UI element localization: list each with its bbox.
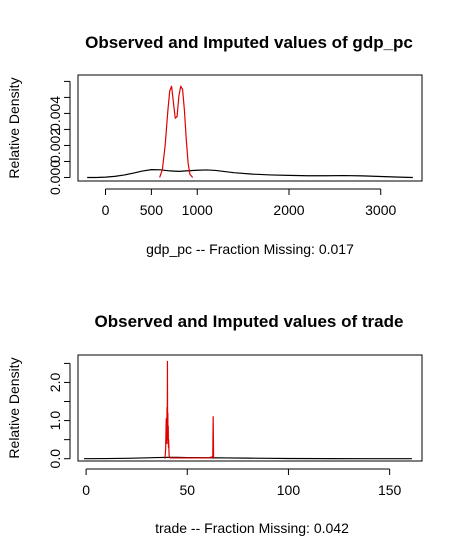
x-axis-label-gdp-pc: gdp_pc -- Fraction Missing: 0.017: [146, 241, 354, 257]
x-tick-label-gdp-pc: 1000: [182, 202, 213, 218]
x-tick-label-trade: 50: [179, 482, 195, 498]
axes-trade: 0 50 100 150 0.0 1.0 2.0: [47, 362, 402, 498]
x-axis-label-trade: trade -- Fraction Missing: 0.042: [155, 520, 349, 536]
plot-frame-gdp-pc: [77, 74, 423, 182]
x-tick-label-gdp-pc: 2000: [273, 202, 304, 218]
x-tick-label-gdp-pc: 3000: [365, 202, 396, 218]
y-tick-label-gdp-pc: 0.002: [47, 128, 63, 163]
y-tick-label-trade: 2.0: [47, 373, 63, 393]
imputed-density-line-gdp-pc: [159, 85, 194, 178]
y-tick-label-gdp-pc: 0.004: [47, 96, 63, 131]
observed-density-line-gdp-pc: [87, 169, 413, 179]
series-gdp-pc: [87, 85, 413, 179]
chart-title-trade: Observed and Imputed values of trade: [95, 312, 404, 331]
panel-trade: Observed and Imputed values of trade Rel…: [6, 312, 423, 536]
y-tick-label-trade: 1.0: [47, 411, 63, 431]
x-tick-label-gdp-pc: 500: [140, 202, 164, 218]
x-tick-label-trade: 100: [277, 482, 301, 498]
chart-title-gdp-pc: Observed and Imputed values of gdp_pc: [85, 33, 413, 52]
y-axis-label-trade: Relative Density: [6, 357, 22, 458]
panel-gdp-pc: Observed and Imputed values of gdp_pc Re…: [6, 33, 423, 257]
x-tick-label-trade: 150: [378, 482, 402, 498]
x-tick-label-gdp-pc: 0: [102, 202, 110, 218]
y-tick-label-gdp-pc: 0.000: [47, 160, 63, 195]
y-axis-label-gdp-pc: Relative Density: [6, 77, 22, 178]
series-trade: [84, 360, 412, 460]
plot-frame-trade: [77, 354, 423, 462]
imputed-density-line-trade: [164, 360, 215, 459]
observed-density-line-trade: [84, 456, 412, 460]
y-tick-label-trade: 0.0: [47, 449, 63, 469]
x-tick-label-trade: 0: [82, 482, 90, 498]
